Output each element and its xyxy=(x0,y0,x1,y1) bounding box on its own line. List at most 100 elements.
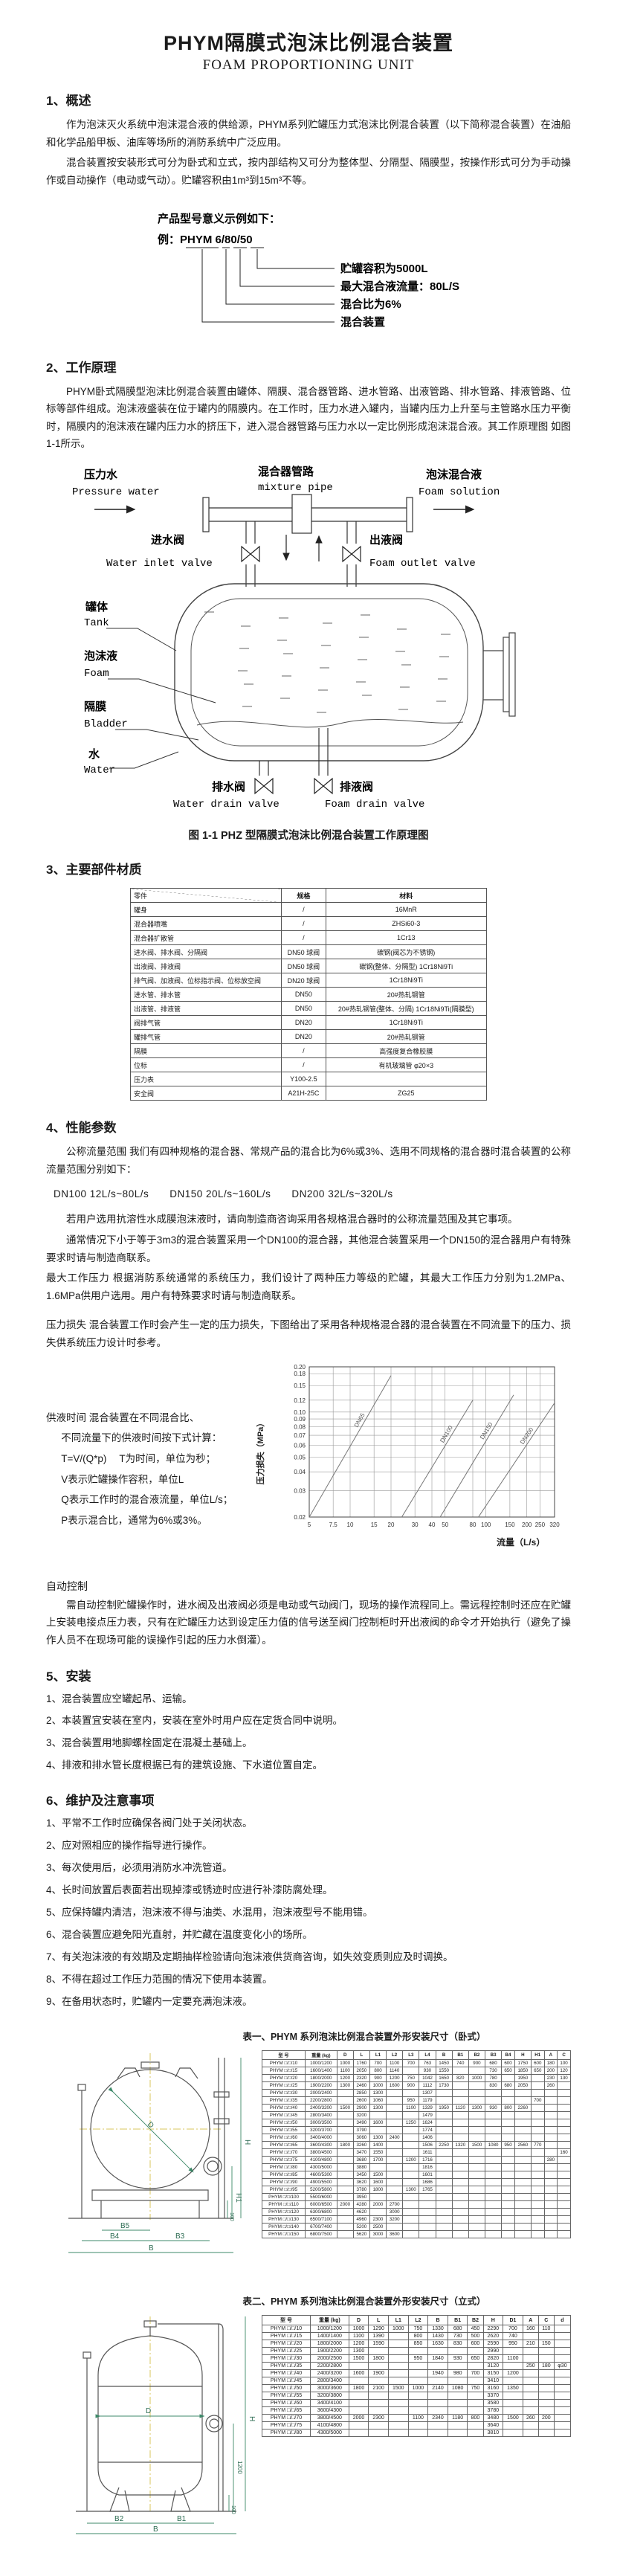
table-cell xyxy=(543,2223,558,2232)
tank-label-en: Tank xyxy=(84,617,109,629)
auto-control-paragraph: 需自动控制贮罐操作时，进水阀及出液阀必须是电动或气动阀门，现场的操作流程同上。需… xyxy=(46,1599,571,1646)
table-cell: 3200 xyxy=(352,2111,370,2120)
list-item: 4、排液和排水管长度根据已有的建筑设施、下水道位置自定。 xyxy=(46,1759,323,1771)
table-cell xyxy=(485,2208,503,2217)
table-cell: 1774 xyxy=(419,2126,436,2135)
table-cell xyxy=(501,2096,515,2105)
table-cell: / xyxy=(281,916,326,931)
table-cell: 1500 xyxy=(387,2384,409,2393)
table-cell: PHYM □/□/140 xyxy=(262,2223,306,2232)
table-cell: 2140 xyxy=(427,2384,448,2393)
table-cell: 1200 xyxy=(336,2074,354,2083)
table-cell: 2000 xyxy=(336,2200,354,2209)
table-cell: 1000 xyxy=(387,2325,409,2334)
table-cell: 4600/5300 xyxy=(304,2171,337,2180)
table-cell xyxy=(451,2223,469,2232)
table-cell xyxy=(447,2429,468,2438)
table-cell xyxy=(427,2347,448,2356)
table-cell: DN20 xyxy=(281,1015,326,1030)
pressure-loss-block: 供液时间 混合装置在不同混合比、 不同流量下的供液时间按下式计算： T=V/(Q… xyxy=(46,1356,571,1567)
foam-outlet-valve-label-en: Foam outlet valve xyxy=(369,558,476,570)
table-cell: 740 xyxy=(503,2332,523,2341)
table-cell xyxy=(514,2193,532,2202)
column-header: 重量 (kg) xyxy=(304,2050,337,2061)
table-cell xyxy=(530,2215,545,2224)
table-cell xyxy=(503,2347,523,2356)
table-cell xyxy=(402,2141,420,2150)
table-cell xyxy=(522,2332,539,2341)
table-cell: 830 xyxy=(485,2081,503,2090)
table-cell: 3810 xyxy=(482,2429,504,2438)
table-row: 排气阀、加液阀、位标指示阀、位标放空阀 DN20 球阀 1Cr18Ni9Ti xyxy=(129,973,488,988)
table-cell xyxy=(530,2104,545,2113)
table-cell: 1100 xyxy=(407,2414,429,2423)
table-cell: 2500 xyxy=(369,2223,387,2232)
supply-time-var-p: P表示混合比，通常为6%或3%。 xyxy=(61,1514,207,1526)
table-cell xyxy=(468,2171,486,2180)
svg-text:0.10: 0.10 xyxy=(294,1408,306,1415)
table-row: 出液管、排液管 DN50 20#热轧钢管(整体、分隔) 1Cr18Ni9Ti(隔膜型… xyxy=(129,1001,488,1016)
table-cell xyxy=(530,2208,545,2217)
table-cell: 730 xyxy=(447,2332,468,2341)
foam-solution-label-en: Foam solution xyxy=(419,486,500,498)
column-header: H1 xyxy=(530,2050,545,2061)
foam-outlet-valve-label-cn: 出液阀 xyxy=(369,533,403,547)
table-row: PHYM □/□/70 3800/4500 3470 1550 1611 160 xyxy=(262,2148,571,2157)
table-cell: 3480 xyxy=(482,2414,504,2423)
table-cell: 1179 xyxy=(419,2096,436,2105)
table-cell xyxy=(336,2089,354,2098)
water-drain-valve-label-en: Water drain valve xyxy=(173,799,280,811)
pressure-water-label-cn: 压力水 xyxy=(84,468,118,481)
table-cell: 1200 xyxy=(386,2074,404,2083)
table-row: PHYM □/□/75 4100/4800 3680 1700 1200 1716 280 xyxy=(262,2156,571,2165)
table-cell xyxy=(387,2369,409,2378)
column-header: 型 号 xyxy=(262,2050,306,2061)
table-cell xyxy=(485,2186,503,2195)
foam-label-cn: 泡沫液 xyxy=(84,649,118,663)
table-cell: PHYM □/□/65 xyxy=(262,2406,311,2415)
table-cell xyxy=(427,2377,448,2386)
table-cell xyxy=(557,2089,571,2098)
table-cell: 3200/3700 xyxy=(304,2126,337,2135)
table-cell: 1100 xyxy=(402,2104,420,2113)
table-cell: 6800/7500 xyxy=(304,2230,337,2239)
table-cell: 1300 xyxy=(402,2186,420,2195)
drain-pipes xyxy=(259,728,329,776)
bladder-label-en: Bladder xyxy=(84,718,128,730)
table-cell: PHYM □/□/55 xyxy=(262,2126,306,2135)
table-cell: 1300 xyxy=(468,2104,486,2113)
table-cell xyxy=(451,2186,469,2195)
list-item: 8、不得在超过工作压力范围的情况下使用本装置。 xyxy=(46,1973,273,1985)
table-cell: 1479 xyxy=(419,2111,436,2120)
table-cell xyxy=(485,2119,503,2128)
table-cell: 6300/6800 xyxy=(304,2208,337,2217)
table-cell: 130 xyxy=(557,2074,571,2083)
table-cell: 4960 xyxy=(352,2215,370,2224)
table-row: 位标 / 有机玻璃管 φ20×3 xyxy=(129,1057,488,1072)
table-cell: 4620 xyxy=(352,2208,370,2217)
table-cell: 700 xyxy=(369,2059,387,2068)
table-cell: 2000/2400 xyxy=(304,2089,337,2098)
svg-text:0.15: 0.15 xyxy=(294,1382,306,1389)
table-cell: 6500/7100 xyxy=(304,2215,337,2224)
table-cell xyxy=(485,2200,503,2209)
table-cell: 2990 xyxy=(482,2347,504,2356)
table-cell xyxy=(485,2215,503,2224)
column-header: L1 xyxy=(387,2315,409,2326)
model-label-device: 混合装置 xyxy=(340,315,385,329)
table-cell: φ30 xyxy=(553,2362,572,2371)
table-row: PHYM □/□/95 5200/5800 3780 1800 1300 1765 xyxy=(262,2186,571,2195)
water-drain-valve-label-cn: 排水阀 xyxy=(212,780,245,793)
water-drain-valve-icon xyxy=(254,777,274,795)
section-6-heading: 6、维护及注意事项 xyxy=(46,1794,155,1809)
table-cell: 1300 xyxy=(369,2089,387,2098)
table-cell xyxy=(537,2354,555,2363)
table-cell: DN20 xyxy=(281,1029,326,1044)
table-row: PHYM □/□/75 4100/4800 3640 xyxy=(262,2421,572,2430)
table-row: PHYM □/□/45 2800/3400 3410 xyxy=(262,2377,572,2386)
table-cell: 1Cr18Ni9Ti xyxy=(325,973,488,988)
table-cell: 1506 xyxy=(419,2141,436,2150)
table-cell xyxy=(543,2119,558,2128)
working-principle-diagram: 压力水 Pressure water 混合器管路 mixture pipe 泡沫… xyxy=(46,463,571,817)
foam-label-en: Foam xyxy=(84,668,109,680)
